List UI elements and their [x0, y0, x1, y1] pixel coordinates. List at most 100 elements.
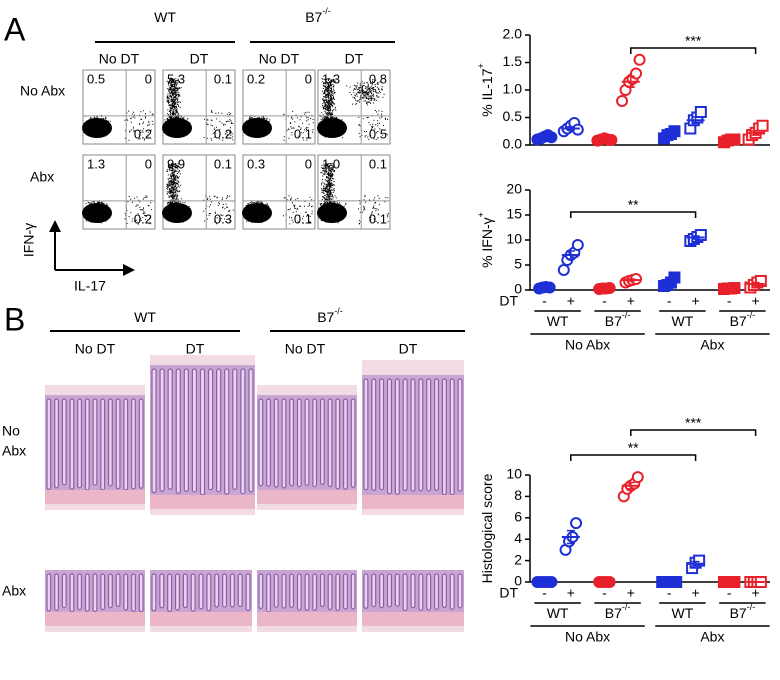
group-label-sup: -/-: [334, 306, 343, 316]
x-tick-label: -: [727, 585, 732, 601]
quadrant-value: 1.0: [322, 156, 340, 171]
data-point: [570, 517, 583, 530]
genotype-label-base: WT: [547, 313, 569, 329]
x-tick-label: -: [602, 585, 607, 601]
crypt: [61, 573, 67, 609]
quadrant-value: 0.2: [214, 126, 232, 141]
crypt: [449, 573, 455, 610]
genotype-label-base: WT: [672, 313, 694, 329]
crypt: [457, 378, 463, 492]
y-axis-label-sup: +: [476, 63, 486, 68]
crypt: [386, 378, 392, 495]
crypt: [441, 573, 447, 609]
muscle-layer: [362, 612, 464, 626]
crypt: [54, 573, 59, 611]
data-point: [633, 53, 646, 66]
crypt: [350, 573, 356, 610]
group-label: B7-/-: [317, 306, 343, 324]
condition-label: No DT: [75, 341, 116, 357]
quadrant-value: 0: [145, 156, 152, 171]
x-tick-label: +: [567, 293, 575, 309]
quadrant-value: 5.3: [167, 71, 185, 86]
crypt: [46, 398, 52, 490]
y-tick-label: 0: [514, 281, 522, 297]
crypt: [191, 368, 198, 493]
crypt: [371, 378, 377, 491]
error-bar: [566, 126, 575, 131]
group-label-base: WT: [154, 9, 176, 25]
genotype-label: WT: [547, 313, 569, 329]
crypt: [84, 573, 90, 612]
y-axis-label-base: % IL-17: [479, 68, 495, 116]
crypt: [115, 398, 121, 490]
quadrant-value: 9.9: [167, 156, 185, 171]
row-label: Abx: [2, 443, 26, 459]
crypt: [418, 378, 424, 492]
quadrant-value: 1.3: [87, 156, 105, 171]
y-axis-label-sup: +: [476, 212, 486, 217]
crypt: [273, 398, 279, 488]
x-tick-label: +: [752, 293, 760, 309]
crypt: [207, 368, 214, 491]
y-axis-label: % IL-17+: [476, 63, 494, 117]
muscle-layer: [257, 612, 357, 626]
genotype-label-base: WT: [547, 605, 569, 621]
crypt: [123, 398, 129, 491]
y-tick-label: 6: [514, 509, 522, 525]
significance-bracket: [630, 429, 757, 436]
crypt: [350, 398, 356, 488]
y-tick-label: 5: [514, 256, 522, 272]
crypt: [418, 573, 424, 611]
quadrant-value: 0: [145, 71, 152, 86]
quadrant-value: 0.2: [134, 126, 152, 141]
crypt: [131, 573, 136, 613]
x-tick-label: -: [667, 293, 672, 309]
x-tick-label: +: [752, 585, 760, 601]
x-tick-label: -: [542, 293, 547, 309]
gate: [243, 155, 315, 229]
genotype-label-sup: -/-: [747, 602, 756, 612]
crypt: [371, 573, 377, 608]
crypt: [289, 398, 295, 487]
crypt: [434, 573, 440, 611]
crypt: [216, 368, 222, 493]
genotype-label: B7-/-: [605, 310, 631, 328]
quadrant-value: 0.8: [369, 71, 387, 86]
quadrant-value: 0.2: [134, 211, 152, 226]
quadrant-value: 0.5: [87, 71, 105, 86]
genotype-label-base: B7: [605, 605, 622, 621]
genotype-label-sup: -/-: [747, 310, 756, 320]
crypt: [224, 368, 230, 495]
quadrant-value: 0.1: [294, 126, 312, 141]
significance-label: ***: [685, 415, 702, 431]
crypt: [100, 573, 106, 611]
y-tick-label: 2: [514, 551, 522, 567]
crypt: [402, 378, 408, 492]
crypt: [237, 573, 243, 608]
panel-label: B: [4, 301, 25, 337]
error-bar: [600, 287, 609, 290]
quadrant-value: 0.1: [294, 211, 312, 226]
crypt: [77, 398, 83, 489]
crypt: [343, 398, 348, 490]
x-tick-label: +: [692, 585, 700, 601]
error-bar: [540, 286, 549, 289]
crypt: [457, 573, 463, 609]
y-tick-label: 15: [506, 206, 522, 222]
crypt: [426, 573, 432, 611]
significance-bracket: [630, 47, 757, 54]
crypt: [386, 573, 392, 608]
flow-cluster: [242, 118, 272, 138]
error-bar: [751, 281, 760, 287]
significance-label: **: [628, 440, 639, 456]
muscle-layer: [257, 490, 357, 504]
condition-label: DT: [186, 341, 205, 357]
gate: [243, 70, 315, 144]
error-bar: [626, 75, 635, 88]
error-bar: [540, 135, 549, 140]
crypt: [434, 378, 440, 491]
y-axis-label: % IFN-γ+: [476, 212, 494, 268]
genotype-label: WT: [547, 605, 569, 621]
y-tick-label: 10: [506, 466, 522, 482]
